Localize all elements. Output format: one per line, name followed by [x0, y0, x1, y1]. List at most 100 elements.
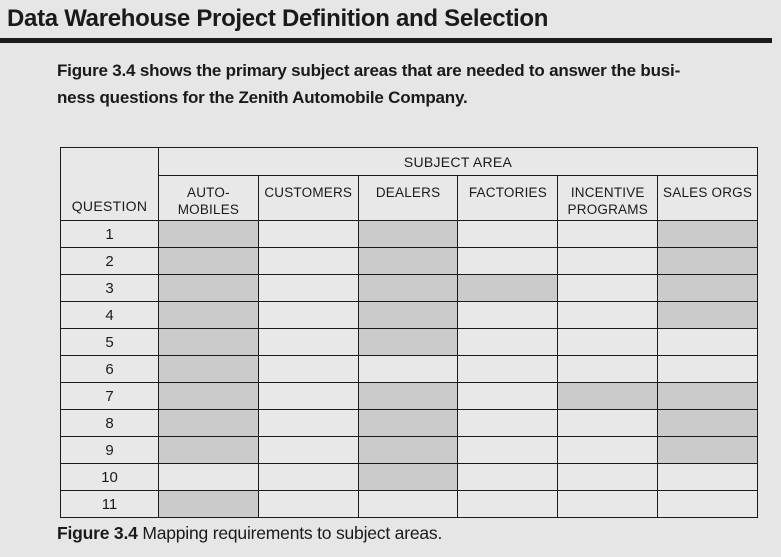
question-number: 2	[60, 247, 159, 275]
table-row-question-4: 4	[60, 301, 758, 329]
table-row-question-8: 8	[60, 409, 758, 437]
mapping-cell-dealers-shaded	[357, 409, 459, 437]
mapping-cell-sales-orgs-shaded	[657, 301, 758, 329]
mapping-cell-sales-orgs	[657, 355, 758, 383]
mapping-cell-factories	[457, 247, 559, 275]
mapping-cell-customers	[257, 436, 359, 464]
mapping-cell-sales-orgs-shaded	[657, 436, 758, 464]
mapping-cell-automobiles-shaded	[158, 247, 259, 275]
column-header-dealers: DEALERS	[357, 175, 459, 221]
mapping-cell-sales-orgs	[657, 490, 758, 518]
mapping-cell-customers	[257, 247, 359, 275]
mapping-cell-factories	[457, 220, 559, 248]
mapping-cell-dealers	[357, 355, 459, 383]
intro-paragraph: Figure 3.4 shows the primary subject are…	[57, 57, 737, 111]
mapping-cell-incentive-programs	[557, 328, 659, 356]
mapping-cell-automobiles-shaded	[158, 220, 259, 248]
table-row-question-5: 5	[60, 328, 758, 356]
mapping-cell-incentive-programs-shaded	[557, 382, 659, 410]
mapping-cell-sales-orgs-shaded	[657, 274, 758, 302]
question-number: 7	[60, 382, 159, 410]
mapping-cell-incentive-programs	[557, 301, 659, 329]
mapping-cell-factories	[457, 490, 559, 518]
mapping-cell-dealers-shaded	[357, 301, 459, 329]
mapping-cell-automobiles-shaded	[158, 436, 259, 464]
mapping-cell-customers	[257, 490, 359, 518]
page-title: Data Warehouse Project Definition and Se…	[7, 5, 549, 32]
title-rule-divider	[0, 38, 772, 43]
table-header: QUESTION SUBJECT AREA AUTO- MOBILES CUSTOM…	[60, 147, 758, 221]
mapping-cell-incentive-programs	[557, 463, 659, 491]
column-header-incentive-programs: INCENTIVE PROGRAMS	[557, 175, 659, 221]
mapping-cell-customers	[257, 220, 359, 248]
column-header-sales-orgs: SALES ORGS	[657, 175, 758, 221]
mapping-cell-incentive-programs	[557, 220, 659, 248]
question-number: 3	[60, 274, 159, 302]
mapping-cell-dealers-shaded	[357, 328, 459, 356]
mapping-cell-factories	[457, 301, 559, 329]
mapping-cell-customers	[257, 274, 359, 302]
question-number: 6	[60, 355, 159, 383]
mapping-cell-incentive-programs	[557, 355, 659, 383]
mapping-cell-automobiles-shaded	[158, 301, 259, 329]
mapping-cell-sales-orgs-shaded	[657, 409, 758, 437]
mapping-cell-factories	[457, 436, 559, 464]
intro-line-2: ness questions for the Zenith Automobile…	[57, 88, 468, 107]
mapping-cell-dealers-shaded	[357, 247, 459, 275]
group-header-row: QUESTION SUBJECT AREA	[60, 147, 758, 221]
table-row-question-9: 9	[60, 436, 758, 464]
question-number: 10	[60, 463, 159, 491]
mapping-cell-customers	[257, 382, 359, 410]
mapping-cell-automobiles-shaded	[158, 328, 259, 356]
mapping-cell-sales-orgs	[657, 463, 758, 491]
column-header-customers: CUSTOMERS	[257, 175, 359, 221]
mapping-cell-factories	[457, 409, 559, 437]
table-row-question-2: 2	[60, 247, 758, 275]
mapping-cell-automobiles-shaded	[158, 490, 259, 518]
table-row-question-11: 11	[60, 490, 758, 518]
mapping-cell-customers	[257, 409, 359, 437]
mapping-cell-automobiles-shaded	[158, 382, 259, 410]
mapping-cell-incentive-programs	[557, 436, 659, 464]
table-row-question-6: 6	[60, 355, 758, 383]
mapping-cell-dealers-shaded	[357, 220, 459, 248]
table-row-question-7: 7	[60, 382, 758, 410]
mapping-cell-dealers	[357, 490, 459, 518]
mapping-cell-automobiles	[158, 463, 259, 491]
mapping-cell-factories	[457, 355, 559, 383]
mapping-cell-sales-orgs-shaded	[657, 220, 758, 248]
column-header-row: AUTO- MOBILES CUSTOMERS DEALERS FACTORIES INC…	[61, 175, 758, 221]
column-header-factories: FACTORIES	[457, 175, 559, 221]
mapping-cell-automobiles-shaded	[158, 409, 259, 437]
mapping-cell-factories	[457, 382, 559, 410]
mapping-cell-sales-orgs-shaded	[657, 247, 758, 275]
question-number: 9	[60, 436, 159, 464]
figure-caption-label: Figure 3.4	[57, 523, 138, 543]
mapping-cell-dealers-shaded	[357, 463, 459, 491]
intro-line-1: Figure 3.4 shows the primary subject are…	[57, 61, 681, 80]
figure-caption: Figure 3.4 Mapping requirements to subje…	[57, 523, 442, 544]
mapping-cell-incentive-programs	[557, 409, 659, 437]
mapping-cell-dealers-shaded	[357, 436, 459, 464]
table-body: 1 2 3 4 5 6 7 8 9 10 11	[60, 220, 758, 518]
question-number: 4	[60, 301, 159, 329]
mapping-cell-incentive-programs	[557, 274, 659, 302]
mapping-cell-incentive-programs	[557, 490, 659, 518]
mapping-cell-automobiles-shaded	[158, 274, 259, 302]
question-column-header: QUESTION	[60, 147, 159, 221]
column-header-automobiles: AUTO- MOBILES	[158, 175, 259, 221]
mapping-cell-factories	[457, 328, 559, 356]
table-row-question-1: 1	[60, 220, 758, 248]
question-number: 11	[60, 490, 159, 518]
mapping-cell-customers	[257, 355, 359, 383]
mapping-cell-factories-shaded	[457, 274, 559, 302]
figure-caption-text: Mapping requirements to subject areas.	[137, 523, 443, 543]
mapping-cell-incentive-programs	[557, 247, 659, 275]
table-row-question-3: 3	[60, 274, 758, 302]
mapping-cell-factories	[457, 463, 559, 491]
mapping-cell-dealers-shaded	[357, 382, 459, 410]
question-number: 8	[60, 409, 159, 437]
subject-area-group-header: SUBJECT AREA	[158, 147, 758, 176]
table-row-question-10: 10	[60, 463, 758, 491]
mapping-cell-customers	[257, 463, 359, 491]
